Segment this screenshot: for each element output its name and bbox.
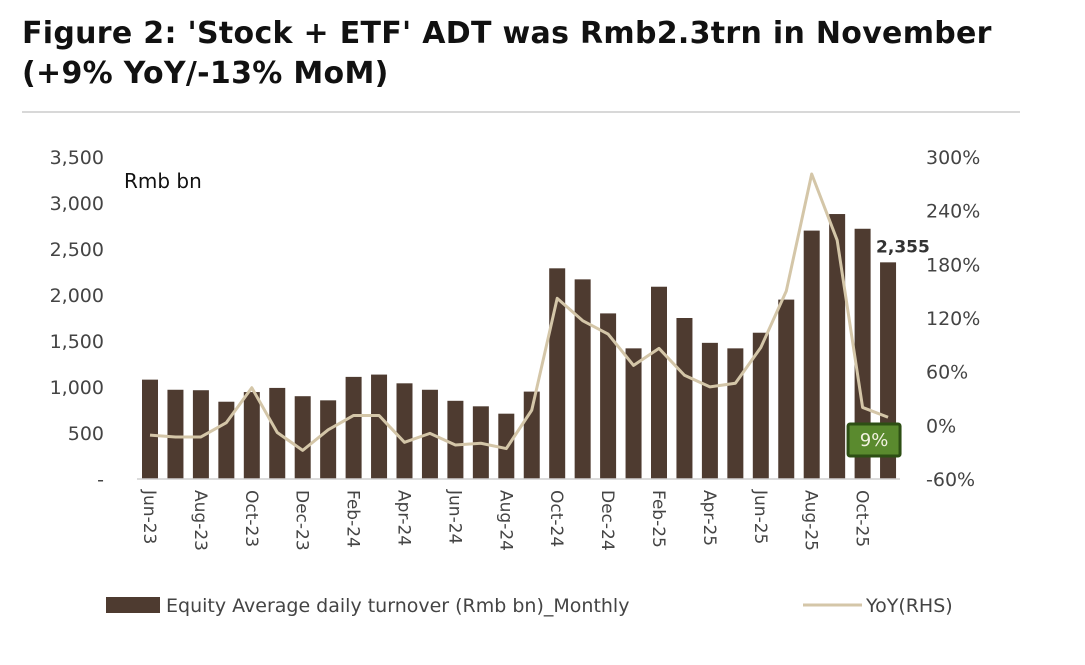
- x-tick-label: Aug-25: [801, 490, 821, 551]
- y2-tick-label: 60%: [926, 362, 968, 384]
- bar-Jun-24: [447, 400, 464, 479]
- bar-Jun-25: [752, 332, 769, 479]
- bar-Aug-23: [192, 390, 209, 479]
- bar-Mar-25: [676, 318, 693, 479]
- bar-Jul-25: [778, 299, 795, 479]
- figure-title: Figure 2: 'Stock + ETF' ADT was Rmb2.3tr…: [22, 16, 992, 91]
- x-tick-label: Feb-24: [343, 490, 363, 548]
- bar-Jun-23: [142, 379, 158, 479]
- title-divider: [22, 111, 1020, 113]
- x-tick-label: Aug-24: [495, 490, 515, 551]
- y2-tick-label: 180%: [926, 254, 980, 276]
- bar-Sep-23: [218, 401, 235, 479]
- bar-Oct-25: [854, 228, 871, 479]
- bar-Dec-24: [600, 313, 617, 479]
- y2-tick-label: 300%: [926, 147, 980, 169]
- y2-tick-label: 240%: [926, 201, 980, 223]
- x-tick-label: Aug-23: [190, 490, 210, 551]
- legend: Equity Average daily turnover (Rmb bn)_M…: [106, 595, 953, 617]
- bar-Feb-24: [345, 376, 362, 479]
- x-tick-label: Dec-24: [597, 490, 617, 551]
- x-tick-label: Oct-25: [852, 490, 872, 547]
- y-tick-label: 2,500: [50, 239, 104, 261]
- y-tick-label: 1,500: [50, 331, 104, 353]
- yoy-callout: 9%: [846, 422, 902, 458]
- x-tick-label: Feb-25: [648, 490, 668, 548]
- y2-tick-label: -60%: [926, 469, 975, 491]
- legend-line-label: YoY(RHS): [865, 595, 953, 617]
- y-tick-label: 500: [68, 423, 104, 445]
- x-tick-label: Oct-24: [546, 490, 566, 547]
- yoy-line: [149, 172, 889, 452]
- x-tick-label: Oct-23: [241, 490, 261, 547]
- bar-Apr-25: [701, 342, 718, 479]
- y-tick-label: 1,000: [50, 377, 104, 399]
- last-bar-data-label: 2,355: [876, 237, 930, 257]
- y-tick-label: 2,000: [50, 285, 104, 307]
- x-tick-label: Apr-24: [394, 490, 414, 546]
- bar-Mar-24: [371, 374, 388, 479]
- x-tick-label: Jun-24: [444, 489, 464, 544]
- bar-Jan-25: [625, 348, 642, 479]
- bar-Dec-23: [294, 396, 311, 479]
- legend-bar-label: Equity Average daily turnover (Rmb bn)_M…: [166, 595, 629, 617]
- bar-Apr-24: [396, 383, 413, 479]
- bar-Aug-25: [803, 230, 820, 479]
- bar-Oct-23: [243, 392, 260, 479]
- y2-tick-label: 0%: [926, 415, 956, 437]
- y-tick-label: 3,000: [50, 193, 104, 215]
- bar-Jan-24: [320, 400, 337, 479]
- x-tick-label: Jun-25: [750, 489, 770, 544]
- legend-bar-swatch: [106, 597, 160, 613]
- y-axis-label: Rmb bn: [124, 169, 202, 193]
- y2-tick-label: 120%: [926, 308, 980, 330]
- yoy-callout-text: 9%: [860, 430, 889, 451]
- x-tick-label: Apr-25: [699, 490, 719, 546]
- y-tick-label: 3,500: [50, 147, 104, 169]
- bar-Jul-23: [167, 389, 184, 479]
- bar-Feb-25: [651, 286, 667, 479]
- x-tick-label: Jun-23: [139, 489, 159, 544]
- bar-Nov-24: [574, 279, 591, 479]
- bar-Sep-25: [829, 214, 846, 480]
- x-tick-label: Dec-23: [292, 490, 312, 551]
- bar-May-25: [727, 348, 744, 479]
- y-tick-label: -: [97, 469, 104, 491]
- bar-Sep-24: [523, 391, 540, 479]
